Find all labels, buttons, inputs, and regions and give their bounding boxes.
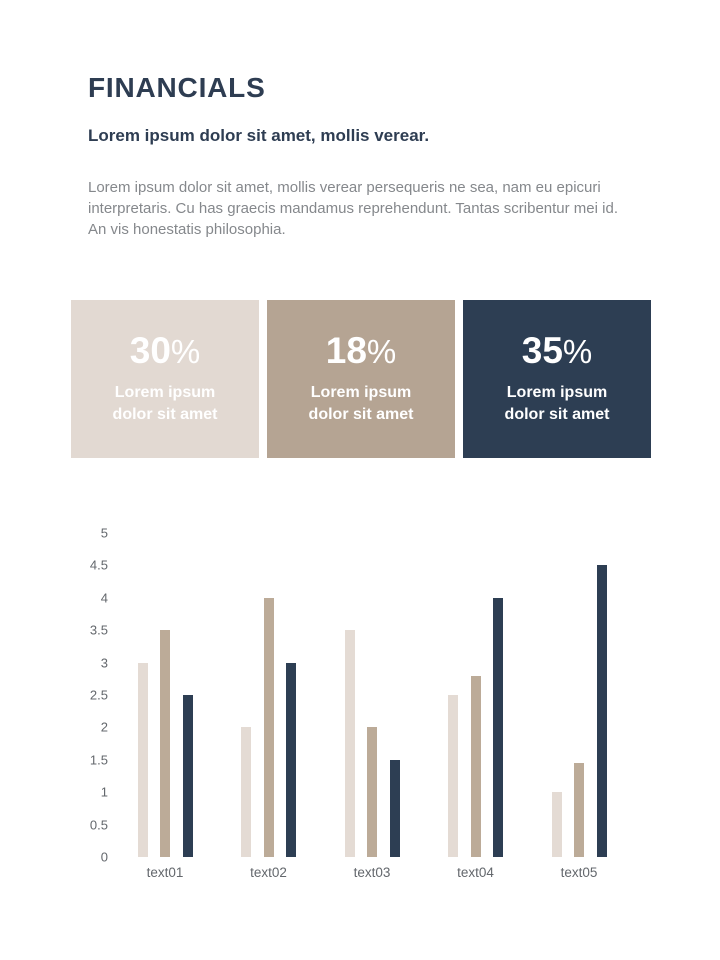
chart-bar-text05-series-1-light-beige [551,792,562,857]
stat-number: 18 [325,330,367,371]
chart-bar-text04-series-1-light-beige [448,695,458,857]
stat-card-3: 35% Lorem ipsum dolor sit amet [463,300,651,458]
stat-label-line1: Lorem ipsum [506,384,608,401]
y-axis-tick-label: 3.5 [89,622,108,638]
stat-cards-row: 30% Lorem ipsum dolor sit amet 18% Lorem… [71,300,651,458]
x-axis-category-label: text02 [250,865,287,880]
y-axis-tick-label: 5 [100,525,108,541]
stat-label-line1: Lorem ipsum [310,384,412,401]
percent-sign: % [562,333,593,370]
chart-bar-text04-series-2-tan [470,675,481,857]
bar-chart: 0 0.5 1 1.5 2 2.5 3 3.5 4 4.5 5 text01 text02 text03… [0,520,720,900]
stat-label: Lorem ipsum dolor sit amet [505,382,610,426]
chart-bar-text01-series-1-light-beige [137,662,148,857]
y-axis-tick-label: 0.5 [89,817,108,833]
y-axis-tick-label: 0 [100,849,108,865]
y-axis-tick-label: 3 [100,655,108,671]
stat-label-line2: dolor sit amet [308,406,414,423]
y-axis-tick-label: 4.5 [89,557,108,573]
chart-bar-text02-series-2-tan [263,597,274,857]
y-axis-tick-label: 2.5 [89,687,108,703]
chart-bar-text03-series-2-tan [367,727,377,857]
chart-bar-text01-series-3-navy [182,695,193,857]
chart-bar-text03-series-3-navy [389,759,400,857]
stat-card-2: 18% Lorem ipsum dolor sit amet [267,300,455,458]
page-subtitle: Lorem ipsum dolor sit amet, mollis verea… [88,126,430,145]
chart-bar-text02-series-1-light-beige [241,727,251,857]
stat-number: 35 [521,330,563,371]
stat-label-line2: dolor sit amet [504,406,610,423]
stat-value: 18% [326,332,397,369]
stat-number: 30 [129,330,171,371]
stat-value: 30% [130,332,201,369]
y-axis-tick-label: 4 [100,590,108,606]
body-paragraph: Lorem ipsum dolor sit amet, mollis verea… [88,179,618,238]
stat-label: Lorem ipsum dolor sit amet [113,382,218,426]
chart-bar-text05-series-3-navy [596,565,607,857]
x-axis-category-label: text03 [353,865,391,880]
y-axis-tick-label: 1 [100,784,108,800]
y-axis-tick-label: 2 [100,719,108,735]
chart-bar-text04-series-3-navy [493,597,503,857]
y-axis-tick-label: 1.5 [89,752,108,768]
chart-bar-text03-series-1-light-beige [344,630,355,857]
stat-label-line2: dolor sit amet [112,406,218,423]
chart-bar-text05-series-2-tan [574,763,584,857]
x-axis-category-label: text05 [560,865,598,880]
stat-value: 35% [522,332,593,369]
percent-sign: % [366,333,397,370]
chart-bar-text01-series-2-tan [160,630,170,857]
page-title: FINANCIALS [88,72,266,103]
percent-sign: % [170,333,201,370]
stat-label: Lorem ipsum dolor sit amet [309,382,414,426]
chart-bar-text02-series-3-navy [286,662,296,857]
stat-label-line1: Lorem ipsum [114,384,216,401]
x-axis-category-label: text04 [457,865,494,880]
x-axis-category-label: text01 [146,865,184,880]
stat-card-1: 30% Lorem ipsum dolor sit amet [71,300,259,458]
